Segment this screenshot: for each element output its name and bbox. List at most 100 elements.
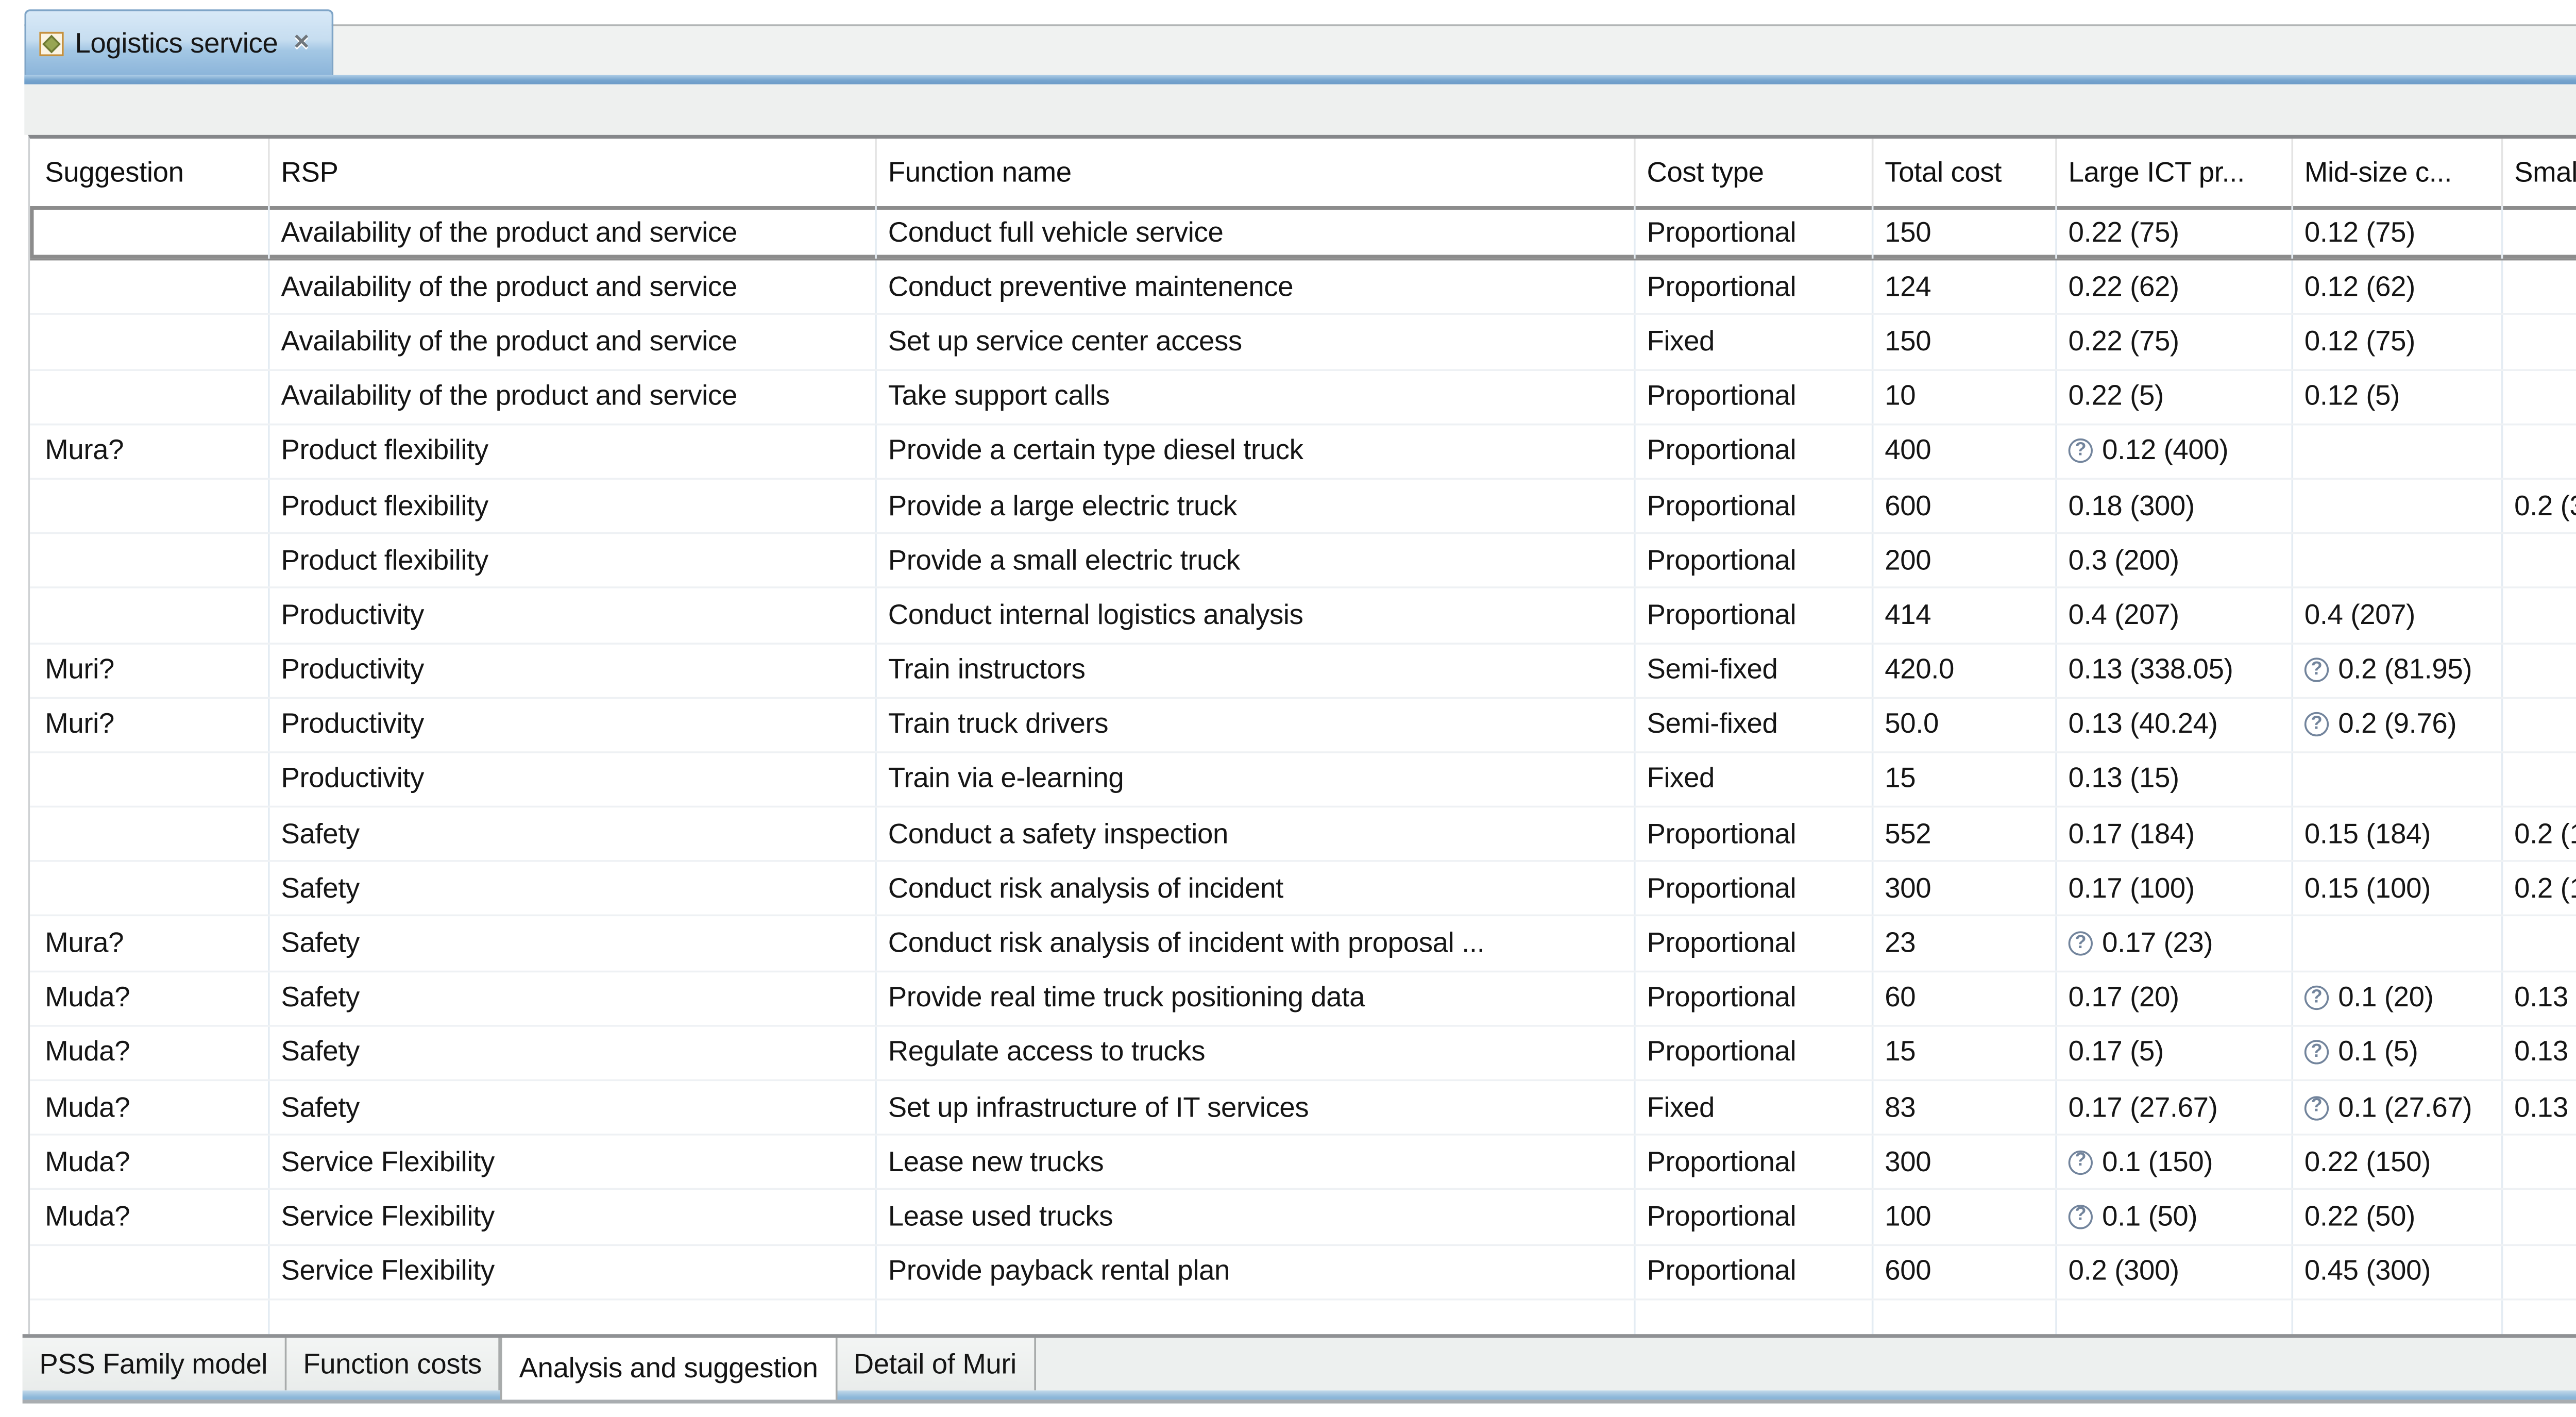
cell-suggestion: Muri? <box>30 698 270 751</box>
help-icon: ? <box>2304 657 2329 683</box>
cell-text: 600 <box>1885 490 1931 522</box>
table-row[interactable]: Productivity Train via e-learning Fixed 15 0… <box>30 753 2576 808</box>
cell-text: 0.2 (184) <box>2514 818 2576 850</box>
cell-suggestion <box>30 807 270 861</box>
cell-small-whis: 0.2 (100) <box>2503 863 2576 916</box>
cell-text: Safety <box>281 818 360 850</box>
cell-text: Muri? <box>45 709 114 741</box>
table-row[interactable]: Muda? Safety Provide real time truck posit… <box>30 971 2576 1027</box>
cell-text: Muda? <box>45 1091 130 1124</box>
cell-text: Proportional <box>1647 490 1797 522</box>
cell-mid-size: ? 0.1 (5) <box>2293 1026 2503 1079</box>
cell-mid-size: 0.12 (62) <box>2293 261 2503 314</box>
table-row[interactable]: Availability of the product and service T… <box>30 370 2576 425</box>
cell-function-name: Conduct risk analysis of incident with p… <box>877 917 1636 970</box>
cell-text: Mura? <box>45 927 124 959</box>
cell-text: Proportional <box>1647 380 1797 413</box>
column-header-function-name[interactable]: Function name <box>877 139 1636 207</box>
table-row[interactable]: Mura? Safety Conduct risk analysis of inci… <box>30 917 2576 972</box>
cell-cost-type: Proportional <box>1636 807 1874 861</box>
column-header-large-ict[interactable]: Large ICT pr... <box>2057 139 2294 207</box>
cell-text: 0.17 (23) <box>2102 927 2213 959</box>
cell-small-whis: 0.13 (27.67) <box>2503 1081 2576 1134</box>
column-header-total-cost[interactable]: Total cost <box>1873 139 2057 207</box>
cell-text: 0.22 (62) <box>2068 271 2179 303</box>
column-header-mid-size[interactable]: Mid-size c... <box>2293 139 2503 207</box>
cell-function-name: Provide payback rental plan <box>877 1245 1636 1298</box>
cell-text: 124 <box>1885 271 1931 303</box>
cell-text: Product flexibility <box>281 435 488 467</box>
cell-text: 0.1 (150) <box>2102 1146 2213 1178</box>
table-row[interactable]: Muda? Safety Set up infrastructure of IT s… <box>30 1081 2576 1136</box>
table-row[interactable]: Muda? Service Flexibility Lease used truck… <box>30 1190 2576 1245</box>
cell-cost-type: Proportional <box>1636 370 1874 423</box>
cell-rsp: Safety <box>270 1081 877 1134</box>
cell-total-cost: 400 <box>1873 425 2057 478</box>
cell-mid-size <box>2293 534 2503 587</box>
table-row[interactable]: Mura? Product flexibility Provide a certai… <box>30 425 2576 480</box>
table-row[interactable]: Muda? Service Flexibility Lease new trucks… <box>30 1136 2576 1191</box>
cell-mid-size: ? 0.1 (20) <box>2293 971 2503 1025</box>
cell-text: Provide a large electric truck <box>888 490 1238 522</box>
table-row[interactable]: Muri? Productivity Train instructors Semi-f… <box>30 644 2576 699</box>
column-header-rsp[interactable]: RSP <box>270 139 877 207</box>
cell-text: 100 <box>1885 1201 1931 1233</box>
cell-function-name: Train truck drivers <box>877 698 1636 751</box>
table-row[interactable]: Product flexibility Provide a small elect… <box>30 534 2576 589</box>
cell-suggestion <box>30 753 270 806</box>
table-row[interactable]: Availability of the product and service C… <box>30 206 2576 261</box>
table-row[interactable]: Availability of the product and service C… <box>30 261 2576 316</box>
table-row[interactable]: Product flexibility Provide a large elect… <box>30 479 2576 534</box>
cell-small-whis <box>2503 370 2576 423</box>
cell-function-name: Provide a small electric truck <box>877 534 1636 587</box>
cell-cost-type: Fixed <box>1636 315 1874 368</box>
cell-text: Lease new trucks <box>888 1146 1104 1178</box>
cell-text: Set up infrastructure of IT services <box>888 1091 1309 1124</box>
cell-total-cost: 60 <box>1873 971 2057 1025</box>
cell-suggestion <box>30 862 270 916</box>
table-row[interactable]: Availability of the product and service S… <box>30 315 2576 370</box>
cell-large-ict: ? 0.12 (400) <box>2057 425 2294 478</box>
table-row[interactable]: Productivity Conduct internal logistics a… <box>30 588 2576 644</box>
cell-rsp: Product flexibility <box>270 534 877 587</box>
column-header-small-whis[interactable]: Small whis... <box>2503 139 2576 206</box>
cell-suggestion <box>30 534 270 587</box>
table-row[interactable]: Muda? Safety Regulate access to trucks Prop… <box>30 1026 2576 1082</box>
tab-close-icon[interactable]: ✕ <box>293 31 311 54</box>
cell-text: Conduct a safety inspection <box>888 818 1229 850</box>
bottom-tab-detail-of-muri[interactable]: Detail of Muri <box>836 1338 1036 1391</box>
cell-mid-size: 0.15 (184) <box>2293 807 2503 861</box>
bottom-tab-bar: PSS Family model Function costs Analysis a… <box>22 1334 2576 1404</box>
empty-cell <box>1873 1300 2057 1334</box>
table-row[interactable]: Safety Conduct a safety inspection Proport… <box>30 807 2576 863</box>
cell-cost-type: Proportional <box>1636 425 1874 478</box>
bottom-tab-pss-family-model[interactable]: PSS Family model <box>22 1338 286 1391</box>
cell-function-name: Set up service center access <box>877 315 1636 368</box>
cell-cost-type: Semi-fixed <box>1636 698 1874 751</box>
cell-text: Proportional <box>1647 1146 1797 1178</box>
cell-suggestion <box>30 588 270 642</box>
cell-suggestion: Muda? <box>30 1190 270 1244</box>
bottom-tab-analysis-and-suggestion[interactable]: Analysis and suggestion <box>500 1338 837 1400</box>
help-icon: ? <box>2068 439 2093 464</box>
cell-function-name: Train via e-learning <box>877 753 1636 806</box>
editor-tab-logistics-service[interactable]: Logistics service ✕ <box>24 9 334 75</box>
cell-text: 0.17 (27.67) <box>2068 1091 2218 1124</box>
cell-text: Proportional <box>1647 818 1797 850</box>
table-row[interactable]: Safety Conduct risk analysis of incident P… <box>30 862 2576 917</box>
cell-small-whis <box>2503 698 2576 751</box>
table-row[interactable]: Muri? Productivity Train truck drivers Semi… <box>30 698 2576 753</box>
table-row[interactable]: Service Flexibility Provide payback renta… <box>30 1245 2576 1300</box>
cell-total-cost: 150 <box>1873 315 2057 368</box>
cell-mid-size <box>2293 479 2503 533</box>
column-header-suggestion[interactable]: Suggestion <box>30 139 270 207</box>
cell-cost-type: Proportional <box>1636 917 1874 970</box>
cell-text: Productivity <box>281 709 425 741</box>
function-analysis-table: Suggestion RSP Function name Cost type Total… <box>28 134 2576 1335</box>
column-header-cost-type[interactable]: Cost type <box>1636 139 1874 207</box>
cell-text: 0.15 (184) <box>2304 818 2431 850</box>
cell-text: 0.4 (207) <box>2068 599 2179 632</box>
bottom-tab-function-costs[interactable]: Function costs <box>286 1338 501 1391</box>
cell-text: 0.2 (100) <box>2514 873 2576 905</box>
